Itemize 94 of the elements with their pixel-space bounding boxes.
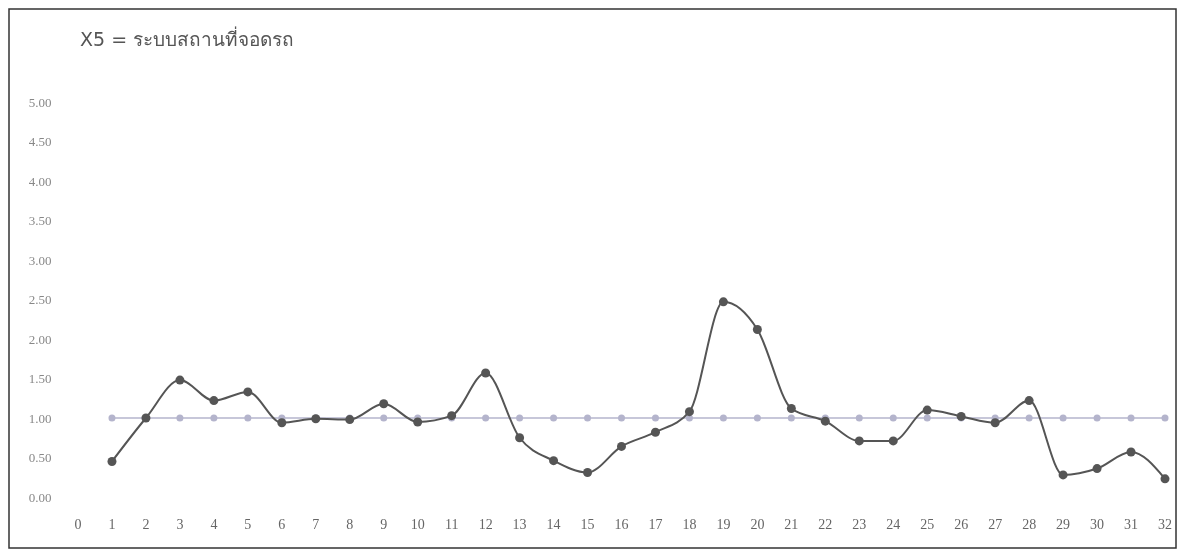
point (1059, 414, 1067, 422)
x-tick-label: 29 (1056, 517, 1071, 532)
point (244, 414, 252, 422)
point (855, 414, 863, 422)
point (243, 387, 253, 397)
point (175, 375, 185, 385)
y-tick-label: 2.50 (28, 292, 52, 308)
y-tick-label: 3.00 (28, 252, 52, 268)
x-tick-label: 2 (142, 517, 150, 532)
x-tick-label: 13 (512, 517, 527, 532)
x-tick-label: 21 (784, 517, 799, 532)
point (617, 441, 626, 451)
point (550, 414, 558, 422)
y-tick-label: 2.00 (28, 331, 52, 347)
x-tick-label: 8 (346, 517, 354, 532)
x-tick-label: 4 (210, 517, 218, 532)
x-tick-label: 7 (312, 517, 320, 532)
x-tick-label: 6 (278, 517, 286, 532)
x-tick-label: 23 (852, 517, 867, 532)
point (752, 325, 762, 335)
point (1093, 414, 1101, 422)
x-tick-label: 0 (74, 517, 82, 532)
point (684, 407, 694, 417)
point (584, 414, 592, 422)
point (787, 414, 795, 422)
point (583, 468, 593, 478)
x-tick-label: 1 (108, 517, 116, 532)
x-tick-label: 16 (614, 517, 629, 532)
point (210, 414, 218, 422)
point (209, 396, 219, 406)
x-tick-label: 20 (750, 517, 765, 532)
x-tick-label: 15 (580, 517, 595, 532)
x-tick-label: 28 (1022, 517, 1037, 532)
point (651, 414, 659, 422)
y-tick-label: 4.50 (28, 134, 52, 150)
point (380, 414, 388, 422)
x-tick-label: 24 (886, 517, 901, 532)
point (108, 414, 116, 422)
point (549, 456, 559, 466)
point (650, 427, 660, 437)
point (1025, 414, 1033, 422)
point (719, 414, 727, 422)
point (1126, 447, 1136, 457)
point (1092, 464, 1102, 474)
point (176, 414, 184, 422)
point (888, 436, 898, 446)
point (923, 414, 931, 422)
point (820, 416, 830, 426)
point (1160, 474, 1170, 484)
x-tick-label: 25 (920, 517, 935, 532)
point (786, 404, 796, 414)
point (618, 414, 625, 422)
x-tick-label: 9 (380, 517, 388, 532)
y-tick-label: 0.00 (28, 489, 52, 505)
point (1024, 396, 1034, 406)
x-tick-label: 31 (1124, 517, 1139, 532)
x-tick-label: 26 (954, 517, 969, 532)
x-tick-label: 10 (410, 517, 425, 532)
x-tick-label: 19 (716, 517, 731, 532)
y-tick-label: 5.00 (28, 94, 52, 110)
point (753, 414, 761, 422)
x-tick-label: 11 (444, 517, 459, 532)
point (1127, 414, 1135, 422)
x-tick-label: 17 (648, 517, 663, 532)
y-tick-label: 1.00 (28, 410, 52, 426)
point (922, 405, 932, 415)
y-tick-label: 4.00 (28, 173, 52, 189)
point (481, 368, 491, 378)
point (990, 418, 1000, 428)
point (1058, 470, 1068, 480)
y-tick-label: 0.50 (28, 450, 52, 466)
x-tick-label: 22 (818, 517, 833, 532)
point (515, 433, 525, 443)
point (413, 417, 423, 427)
y-tick-label: 1.50 (28, 371, 52, 387)
point (854, 436, 864, 446)
chart-title: X5 = ระบบสถานที่จอดรถ (80, 26, 295, 50)
x-tick-label: 12 (478, 517, 493, 532)
x-tick-label: 14 (546, 517, 561, 532)
x-tick-label: 5 (244, 517, 252, 532)
point (718, 297, 728, 307)
point (516, 414, 524, 422)
point (889, 414, 897, 422)
point (482, 414, 490, 422)
point (379, 399, 389, 409)
point (277, 418, 287, 428)
point (107, 456, 117, 466)
x-tick-label: 27 (988, 517, 1003, 532)
point (1161, 414, 1169, 422)
x-tick-label: 18 (682, 517, 697, 532)
x-tick-label: 30 (1090, 517, 1105, 532)
x-tick-label: 32 (1158, 517, 1172, 532)
y-tick-label: 3.50 (28, 213, 52, 229)
x-tick-label: 3 (176, 517, 184, 532)
